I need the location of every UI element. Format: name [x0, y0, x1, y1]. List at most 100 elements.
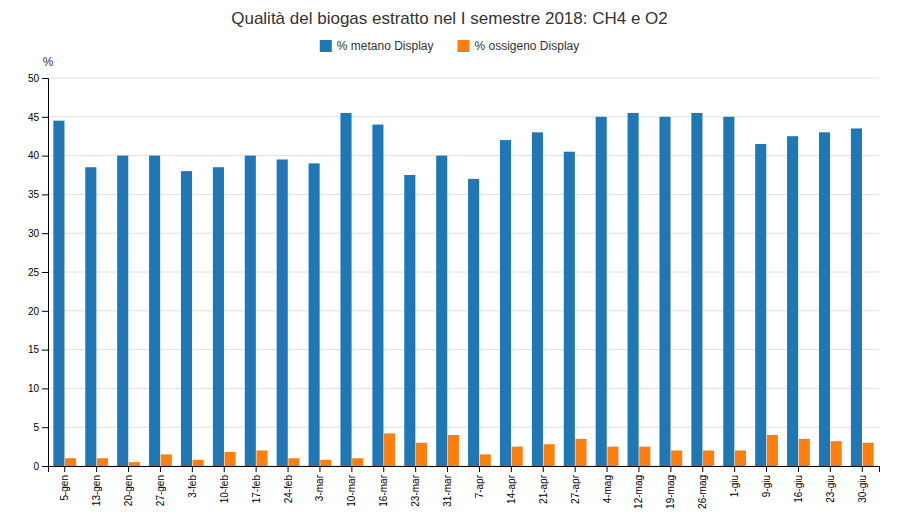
tick-label: 50 [28, 73, 40, 84]
bar [448, 435, 459, 466]
tick: 30 [28, 228, 48, 239]
bar [596, 117, 607, 466]
tick-mark [351, 466, 352, 472]
bar [863, 443, 874, 466]
bar [384, 433, 395, 466]
bar [851, 128, 862, 466]
tick-mark [383, 466, 384, 472]
tick-label: 40 [28, 150, 40, 161]
tick: 7-apr [474, 466, 485, 498]
title: Qualità del biogas estratto nel I semest… [231, 9, 668, 28]
grid-line [48, 194, 879, 195]
bars [53, 113, 873, 466]
bar [416, 443, 427, 466]
bar [225, 452, 236, 466]
tick: 3-mar [314, 466, 325, 501]
tick-mark [447, 466, 448, 472]
tick-mark [319, 466, 320, 472]
tick-mark [42, 311, 48, 312]
bar [767, 435, 778, 466]
bar [544, 444, 555, 466]
tick-label: 31-mar [442, 474, 453, 506]
bar [787, 136, 798, 466]
tick-label: 19-mag [665, 475, 676, 509]
tick-mark [702, 466, 703, 472]
bar [149, 156, 160, 466]
tick: 5-gen [59, 466, 70, 501]
tick-mark [42, 156, 48, 157]
bar [564, 152, 575, 466]
tick-label: 9-giu [761, 475, 772, 497]
grid-line [48, 78, 879, 79]
bar [755, 144, 766, 466]
tick-label: 20 [28, 306, 40, 317]
bar-series [65, 433, 874, 466]
tick: 17-feb [251, 466, 262, 503]
tick: 16-giu [793, 466, 804, 503]
bar [372, 125, 383, 466]
tick-label: 24-feb [283, 475, 294, 504]
tick-label: 20-gen [123, 475, 134, 506]
bar [129, 462, 140, 466]
tick: 20-gen [123, 466, 134, 506]
tick-mark [64, 466, 65, 472]
bar [639, 447, 650, 466]
tick-mark [638, 466, 639, 472]
bar [723, 117, 734, 466]
tick-label: 23-mar [410, 474, 421, 506]
grid-line [48, 233, 879, 234]
legend-label: % ossigeno Display [475, 39, 580, 53]
tick: 10 [28, 383, 48, 394]
tick-mark [42, 427, 48, 428]
tick-label: 5 [33, 422, 39, 433]
bar [735, 450, 746, 466]
bar [799, 439, 810, 466]
bar [500, 140, 511, 466]
tick: 0 [33, 461, 48, 472]
tick-label: 1-giu [729, 475, 740, 497]
tick: 21-apr [538, 466, 549, 504]
bar [532, 132, 543, 466]
bar [117, 156, 128, 466]
tick: 3-feb [187, 466, 198, 498]
tick: 31-mar [442, 466, 453, 507]
tick: 50 [28, 73, 48, 84]
tick: 20 [28, 306, 48, 317]
legend-swatch [320, 40, 332, 52]
tick-label: 10-feb [219, 475, 230, 504]
tick-label: 21-apr [538, 474, 549, 504]
tick-mark [42, 194, 48, 195]
tick-mark [42, 466, 48, 467]
tick-mark [830, 466, 831, 472]
tick-mark [862, 466, 863, 472]
axis-line [49, 467, 880, 473]
tick-mark [415, 466, 416, 472]
grid-line [48, 349, 879, 350]
tick: 5 [33, 422, 48, 433]
bar [831, 441, 842, 466]
bar [97, 458, 108, 466]
tick-label: 23-giu [825, 475, 836, 503]
bar [288, 458, 299, 466]
bar [277, 159, 288, 466]
tick-mark [42, 78, 48, 79]
bar [309, 163, 320, 466]
bar [468, 179, 479, 466]
bar [320, 460, 331, 466]
tick-mark [96, 466, 97, 472]
bar [181, 171, 192, 466]
tick: 27-gen [155, 466, 166, 506]
tick-label: 7-apr [474, 474, 485, 498]
legend-item: % metano Display [320, 39, 434, 53]
tick-mark [543, 466, 544, 472]
bar [161, 454, 172, 466]
bar [352, 458, 363, 466]
grid-line [48, 310, 879, 311]
tick: 40 [28, 150, 48, 161]
grid [48, 78, 879, 466]
tick-label: 45 [28, 112, 40, 123]
tick-label: 30-giu [857, 475, 868, 503]
tick: 35 [28, 189, 48, 200]
tick-mark [798, 466, 799, 472]
grid-line [48, 116, 879, 117]
